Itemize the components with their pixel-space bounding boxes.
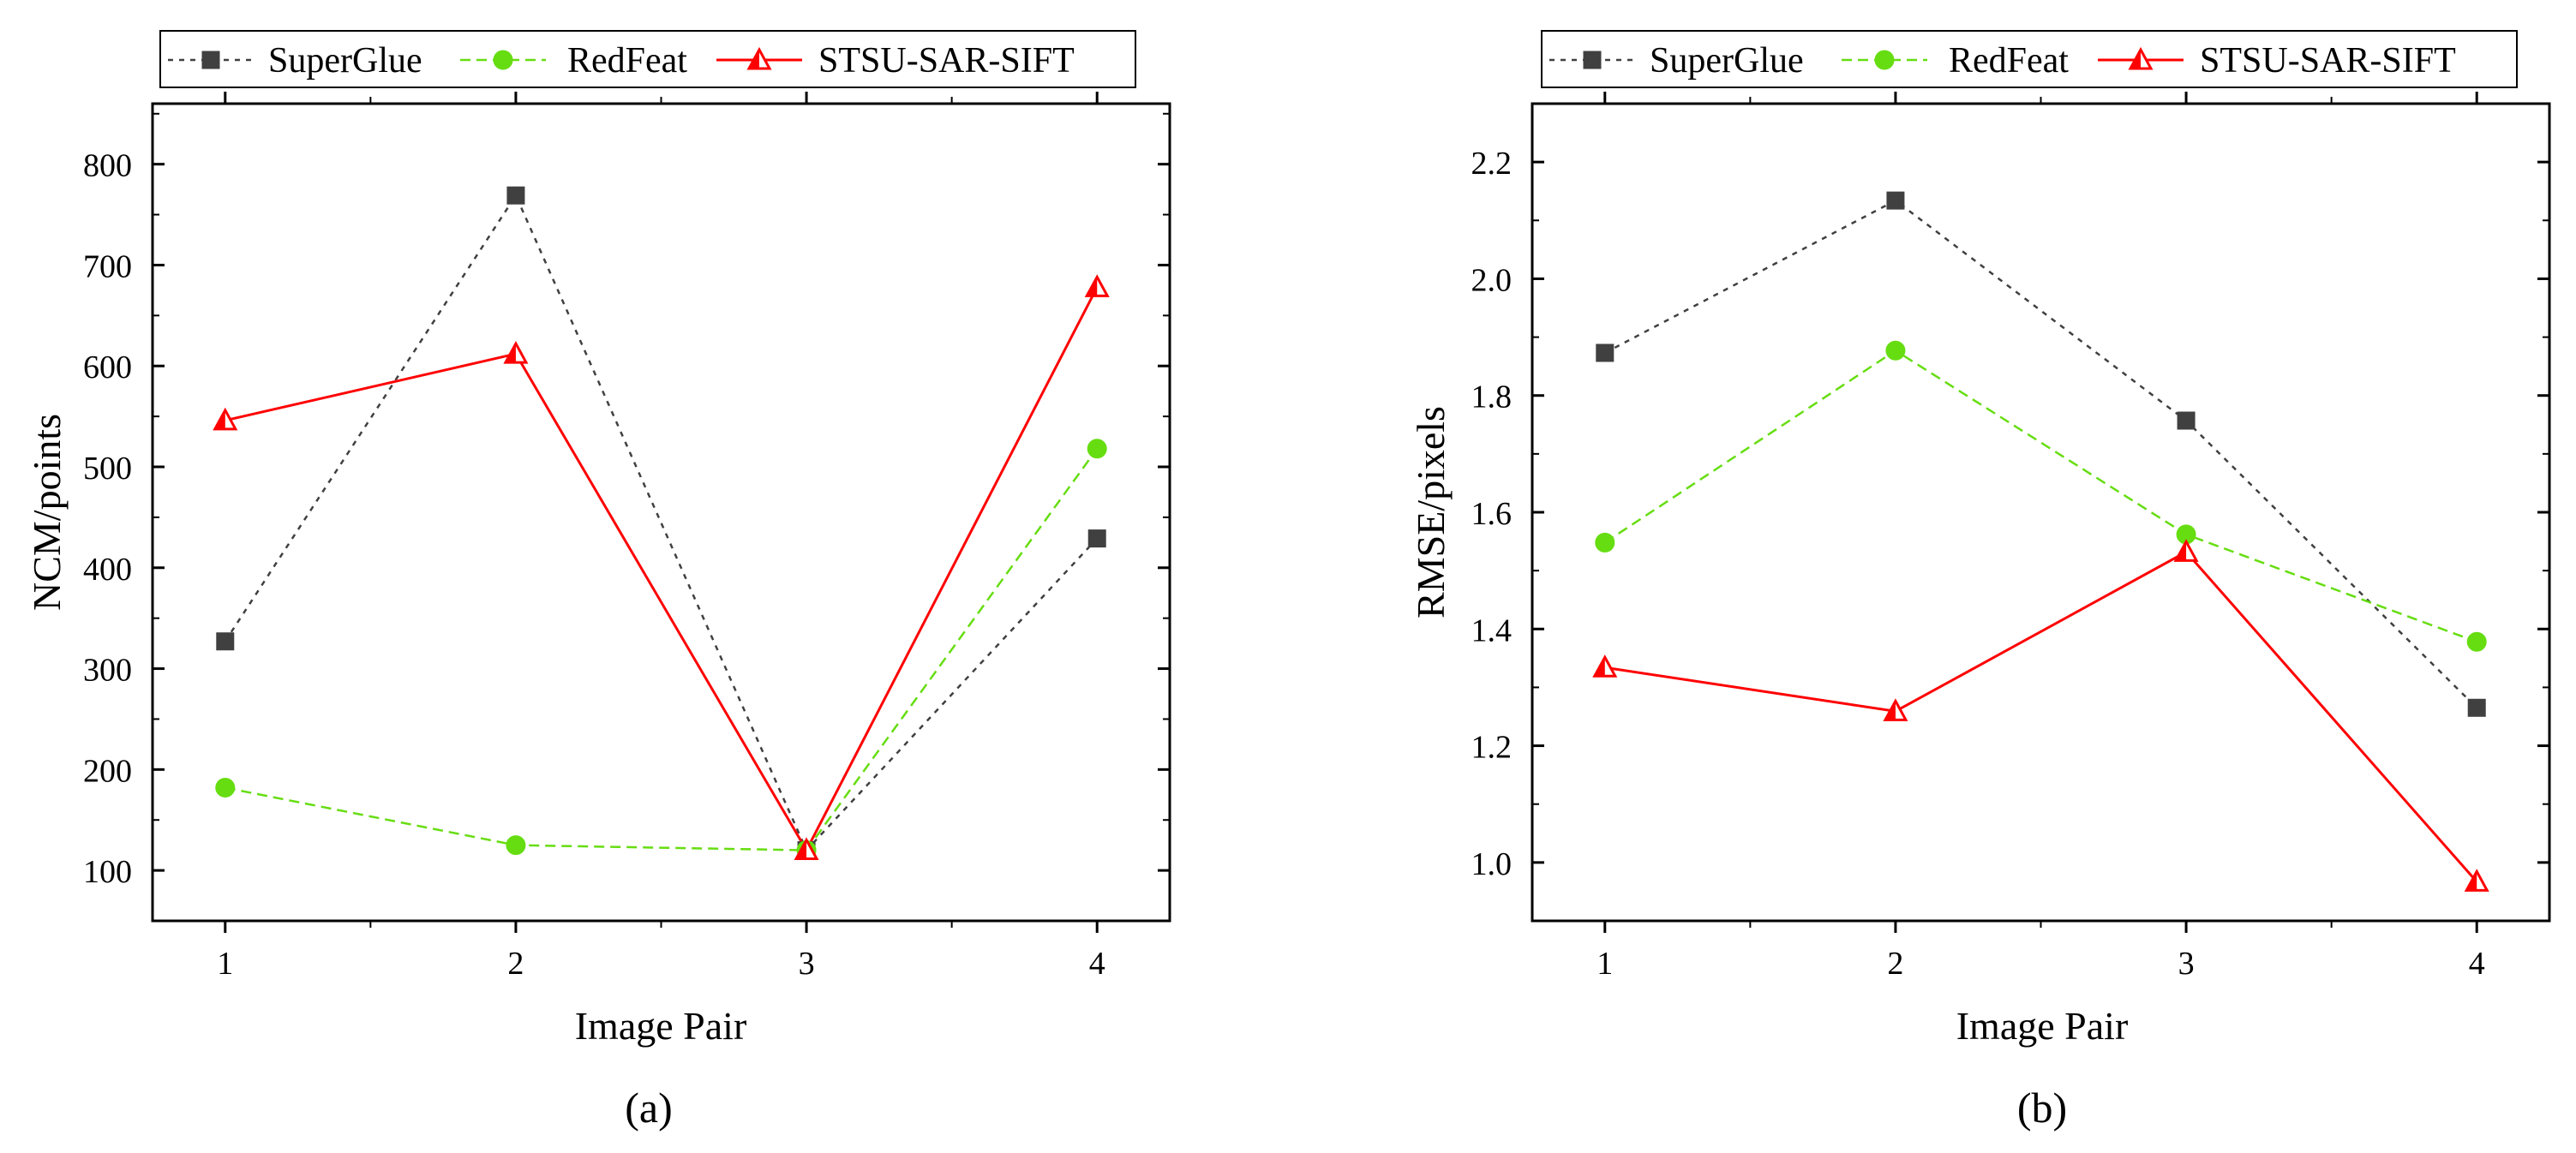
series-line-superglue — [224, 193, 1099, 852]
legend-label-superglue: SuperGlue — [268, 41, 422, 81]
x-tick-label: 4 — [1089, 946, 1105, 982]
series-line-stsu — [225, 286, 1099, 853]
y-tick-label: 1.2 — [1471, 730, 1513, 766]
y-tick-label: 500 — [83, 451, 132, 487]
y-tick-label: 1.4 — [1471, 612, 1513, 648]
chart-panel-a: SuperGlue RedFeat STSU-SAR-SIFT 100 200 30… — [25, 30, 1171, 1132]
x-ticks: 1 2 3 4 — [1597, 92, 2485, 982]
data-point-stsu — [2464, 869, 2489, 892]
y-tick-label: 1.6 — [1471, 496, 1513, 532]
data-point-stsu — [213, 407, 238, 431]
legend-marker-shape-stsu — [746, 46, 772, 70]
legend-a: SuperGlue RedFeat STSU-SAR-SIFT — [159, 30, 1136, 88]
legend-label-stsu: STSU-SAR-SIFT — [2200, 41, 2456, 81]
y-tick-label: 2.2 — [1471, 146, 1513, 182]
data-point-superglue — [506, 186, 525, 205]
y-tick-label: 1.0 — [1471, 846, 1513, 882]
y-tick-label: 300 — [83, 653, 132, 689]
x-tick-label: 3 — [2178, 946, 2195, 982]
y-tick-label: 200 — [83, 753, 132, 789]
legend-marker-shape-superglue — [201, 51, 220, 69]
legend-marker-shape-redfeat — [493, 50, 513, 70]
legend-marker-shape-stsu — [2128, 46, 2154, 70]
data-point-superglue — [2467, 698, 2486, 717]
data-point-redfeat — [215, 778, 236, 798]
legend-box — [159, 30, 1136, 88]
data-point-stsu — [1592, 654, 1618, 678]
data-point-redfeat — [1885, 340, 1906, 361]
legend-marker-stsu — [746, 46, 772, 70]
x-axis-label: Image Pair — [575, 1004, 747, 1048]
legend-marker-shape-superglue — [1583, 51, 1602, 69]
data-point-stsu — [1883, 698, 1908, 721]
y-axis-label: RMSE/pixels — [1409, 406, 1453, 618]
data-point-redfeat — [1595, 532, 1615, 553]
x-tick-label: 2 — [507, 946, 524, 982]
legend-b: SuperGlue RedFeat STSU-SAR-SIFT — [1541, 30, 2518, 88]
x-ticks: 1 2 3 4 — [217, 92, 1105, 982]
legend-marker-shape-redfeat — [1874, 50, 1895, 70]
series-layer — [1592, 191, 2489, 892]
data-point-redfeat — [2466, 631, 2487, 652]
data-point-stsu — [2173, 539, 2199, 562]
legend-marker-redfeat — [1874, 50, 1895, 70]
data-point-stsu — [794, 837, 819, 861]
legend-label-superglue: SuperGlue — [1650, 41, 1804, 81]
panel-caption: (a) — [625, 1084, 673, 1132]
chart-panel-b: SuperGlue RedFeat STSU-SAR-SIFT 1.01.21.… — [1409, 30, 2551, 1132]
y-axis-label: NCM/points — [25, 414, 69, 611]
series-line-redfeat — [225, 448, 1099, 851]
x-axis-label: Image Pair — [1956, 1004, 2129, 1048]
y-tick-label: 1.8 — [1471, 379, 1513, 415]
legend-marker-superglue — [201, 51, 220, 69]
data-point-stsu — [503, 340, 529, 364]
legend-marker-stsu — [2128, 46, 2154, 70]
data-point-superglue — [1087, 529, 1106, 548]
legend-marker-redfeat — [493, 50, 513, 70]
y-tick-label: 400 — [83, 552, 132, 588]
data-point-stsu — [1084, 274, 1110, 297]
series-line-stsu — [1604, 550, 2478, 883]
plot-frame — [151, 102, 1171, 923]
data-point-superglue — [1886, 191, 1905, 210]
plot-frame — [1531, 102, 2551, 923]
y-tick-label: 2.0 — [1471, 262, 1513, 298]
legend-label-redfeat: RedFeat — [567, 41, 687, 81]
legend-box — [1541, 30, 2518, 88]
x-tick-label: 1 — [217, 946, 233, 982]
series-line-redfeat — [1604, 349, 2477, 643]
x-tick-label: 1 — [1597, 946, 1613, 982]
y-tick-label: 700 — [83, 248, 132, 284]
data-point-superglue — [2177, 411, 2196, 430]
y-tick-label: 600 — [83, 349, 132, 385]
panel-caption: (b) — [2017, 1084, 2067, 1132]
x-tick-label: 4 — [2469, 946, 2485, 982]
x-tick-label: 3 — [799, 946, 815, 982]
data-point-redfeat — [506, 835, 526, 856]
x-tick-label: 2 — [1887, 946, 1903, 982]
y-tick-label: 100 — [83, 854, 132, 890]
legend-label-redfeat: RedFeat — [1949, 41, 2069, 81]
y-tick-label: 800 — [83, 148, 132, 184]
data-point-superglue — [216, 632, 235, 651]
series-layer — [213, 186, 1110, 861]
legend-label-stsu: STSU-SAR-SIFT — [818, 41, 1075, 81]
data-point-superglue — [1596, 344, 1614, 362]
data-point-redfeat — [1087, 439, 1107, 459]
y-ticks: 1.0 1.2 1.4 1.6 1.8 2.0 2.2 — [1471, 146, 2549, 882]
legend-marker-superglue — [1583, 51, 1602, 69]
y-ticks: 100 200 300 400 500 600 700 800 — [83, 112, 1170, 890]
